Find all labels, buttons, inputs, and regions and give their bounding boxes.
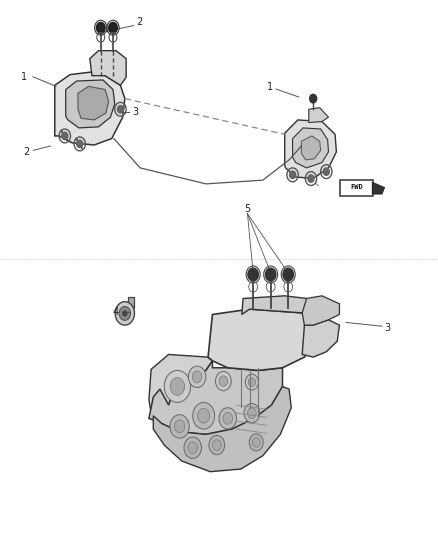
Polygon shape: [302, 296, 339, 325]
Text: FWD: FWD: [350, 183, 363, 190]
Circle shape: [170, 415, 189, 438]
Circle shape: [290, 171, 296, 179]
Circle shape: [62, 132, 68, 140]
Circle shape: [122, 310, 127, 317]
Circle shape: [323, 168, 329, 175]
Circle shape: [265, 268, 276, 281]
Polygon shape: [301, 136, 321, 160]
FancyBboxPatch shape: [340, 180, 373, 196]
Circle shape: [223, 413, 233, 424]
Polygon shape: [372, 182, 385, 194]
Circle shape: [188, 366, 206, 387]
Circle shape: [192, 371, 202, 383]
Circle shape: [249, 434, 263, 451]
Polygon shape: [153, 386, 291, 472]
Polygon shape: [121, 297, 134, 308]
Circle shape: [283, 268, 293, 281]
Polygon shape: [149, 354, 212, 416]
Polygon shape: [90, 51, 126, 85]
Polygon shape: [55, 72, 125, 145]
Polygon shape: [309, 108, 328, 123]
Circle shape: [170, 377, 185, 395]
Polygon shape: [242, 296, 313, 314]
Polygon shape: [78, 86, 109, 120]
Circle shape: [245, 374, 258, 390]
Text: 5: 5: [244, 205, 251, 214]
Polygon shape: [208, 309, 313, 370]
Circle shape: [96, 22, 105, 33]
Circle shape: [164, 370, 191, 402]
Circle shape: [215, 372, 231, 391]
Circle shape: [119, 306, 131, 320]
Text: 1: 1: [267, 83, 273, 92]
Circle shape: [174, 420, 185, 433]
Text: 4: 4: [113, 307, 119, 317]
Circle shape: [219, 376, 228, 386]
Text: 3: 3: [385, 323, 391, 333]
Circle shape: [117, 106, 124, 113]
Circle shape: [310, 94, 317, 103]
Circle shape: [198, 408, 210, 423]
Circle shape: [188, 442, 198, 454]
Circle shape: [247, 408, 256, 418]
Polygon shape: [285, 120, 336, 179]
Circle shape: [109, 22, 117, 33]
Polygon shape: [302, 320, 339, 357]
Text: 2: 2: [136, 18, 142, 27]
Circle shape: [248, 378, 255, 386]
Polygon shape: [293, 128, 328, 168]
Circle shape: [184, 437, 201, 458]
Circle shape: [77, 140, 83, 148]
Circle shape: [212, 440, 221, 450]
Text: 1: 1: [21, 72, 27, 82]
Text: 2: 2: [23, 147, 29, 157]
Circle shape: [115, 302, 134, 325]
Circle shape: [193, 402, 215, 429]
Polygon shape: [149, 361, 283, 434]
Circle shape: [244, 403, 260, 423]
Circle shape: [248, 268, 258, 281]
Polygon shape: [66, 80, 115, 128]
Circle shape: [209, 435, 225, 455]
Circle shape: [252, 438, 260, 447]
Text: 3: 3: [132, 107, 138, 117]
Circle shape: [308, 175, 314, 182]
Circle shape: [219, 408, 237, 429]
